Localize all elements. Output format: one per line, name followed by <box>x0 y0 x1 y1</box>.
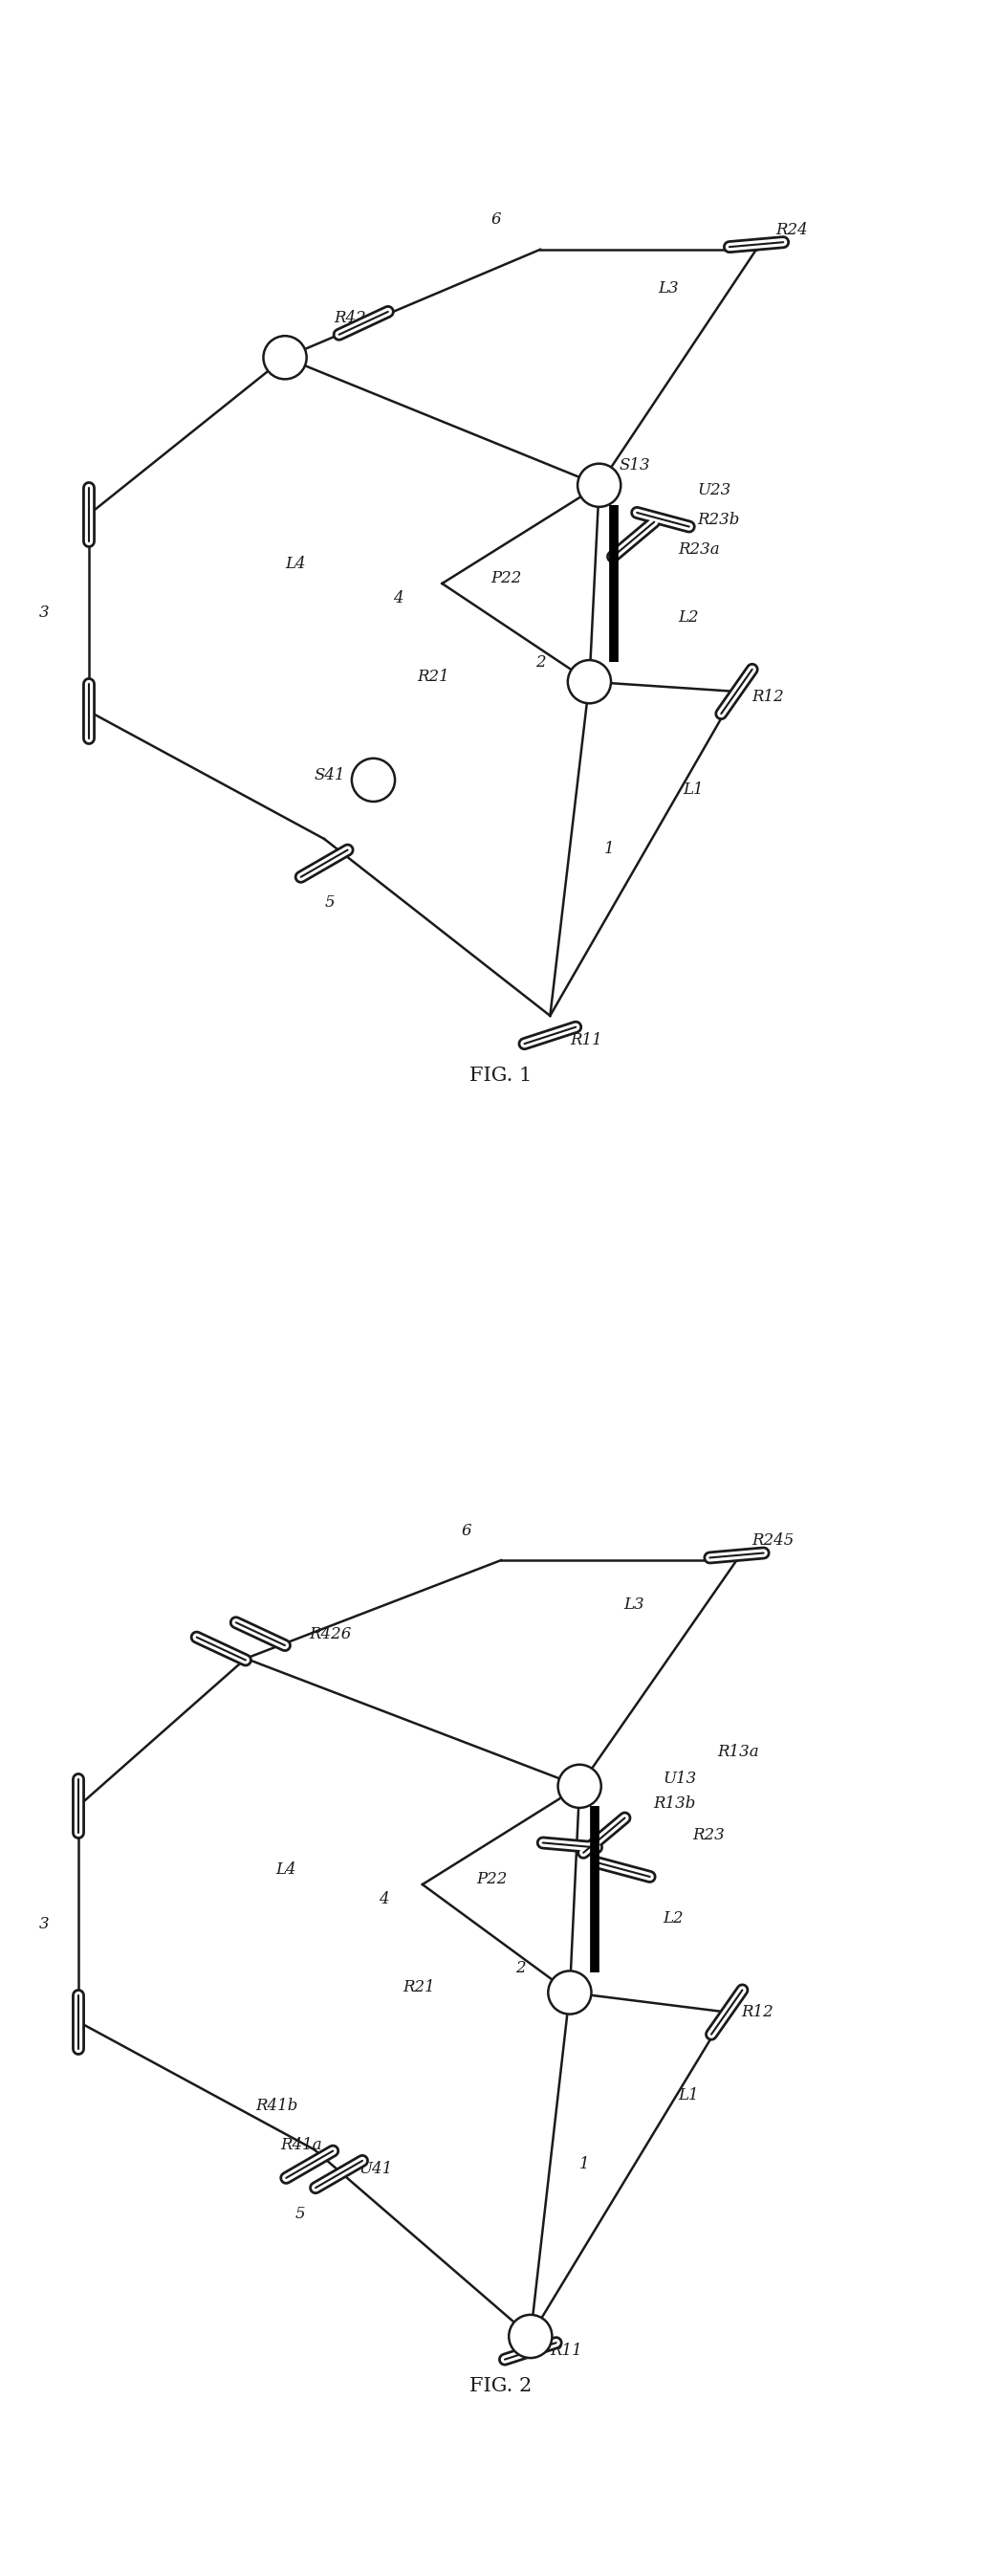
Text: S13: S13 <box>619 459 650 474</box>
Circle shape <box>568 659 611 703</box>
Text: S41: S41 <box>315 768 346 783</box>
Text: R12: R12 <box>741 2004 774 2020</box>
Circle shape <box>352 757 395 801</box>
Circle shape <box>558 1765 601 1808</box>
Circle shape <box>548 1971 591 2014</box>
Text: R13b: R13b <box>653 1795 695 1811</box>
Text: 1: 1 <box>579 2156 590 2172</box>
Text: R41a: R41a <box>281 2136 322 2154</box>
Text: FIG. 2: FIG. 2 <box>470 2378 532 2396</box>
Text: L2: L2 <box>677 611 698 626</box>
Text: L3: L3 <box>658 281 678 296</box>
Circle shape <box>509 2316 552 2357</box>
Text: R24: R24 <box>776 222 809 237</box>
Text: P22: P22 <box>476 1870 507 1888</box>
Text: U41: U41 <box>359 2161 393 2177</box>
Text: 6: 6 <box>462 1522 472 1538</box>
Text: R23: R23 <box>692 1826 724 1844</box>
Text: R11: R11 <box>550 2344 582 2360</box>
Text: 1: 1 <box>604 840 614 858</box>
Text: 4: 4 <box>393 590 403 605</box>
Text: R41b: R41b <box>256 2097 298 2115</box>
Text: 5: 5 <box>325 894 335 912</box>
Text: R245: R245 <box>752 1533 794 1548</box>
Text: R11: R11 <box>570 1033 602 1048</box>
Text: R12: R12 <box>752 688 784 706</box>
Text: L1: L1 <box>682 781 703 799</box>
Text: R23b: R23b <box>697 513 739 528</box>
Text: R21: R21 <box>418 670 450 685</box>
Text: FIG. 1: FIG. 1 <box>470 1066 532 1084</box>
Text: 3: 3 <box>39 1917 50 1932</box>
Text: P22: P22 <box>491 569 522 587</box>
Text: L1: L1 <box>677 2087 698 2105</box>
Text: 2: 2 <box>535 654 545 670</box>
Text: U23: U23 <box>697 482 731 497</box>
Text: L3: L3 <box>623 1597 644 1613</box>
Text: R426: R426 <box>310 1625 352 1641</box>
Text: L4: L4 <box>276 1862 296 1878</box>
Text: R13a: R13a <box>717 1744 759 1759</box>
Text: R23a: R23a <box>677 541 719 556</box>
Text: 2: 2 <box>516 1960 526 1976</box>
Text: 5: 5 <box>295 2205 305 2221</box>
Text: 4: 4 <box>379 1891 389 1906</box>
Text: L2: L2 <box>663 1911 683 1927</box>
Text: R42: R42 <box>334 309 367 327</box>
Circle shape <box>264 335 307 379</box>
Text: L4: L4 <box>285 556 306 572</box>
Text: R21: R21 <box>403 1978 435 1996</box>
Circle shape <box>577 464 621 507</box>
Text: U13: U13 <box>663 1770 696 1788</box>
Text: 3: 3 <box>39 605 50 621</box>
Text: 6: 6 <box>491 211 501 229</box>
